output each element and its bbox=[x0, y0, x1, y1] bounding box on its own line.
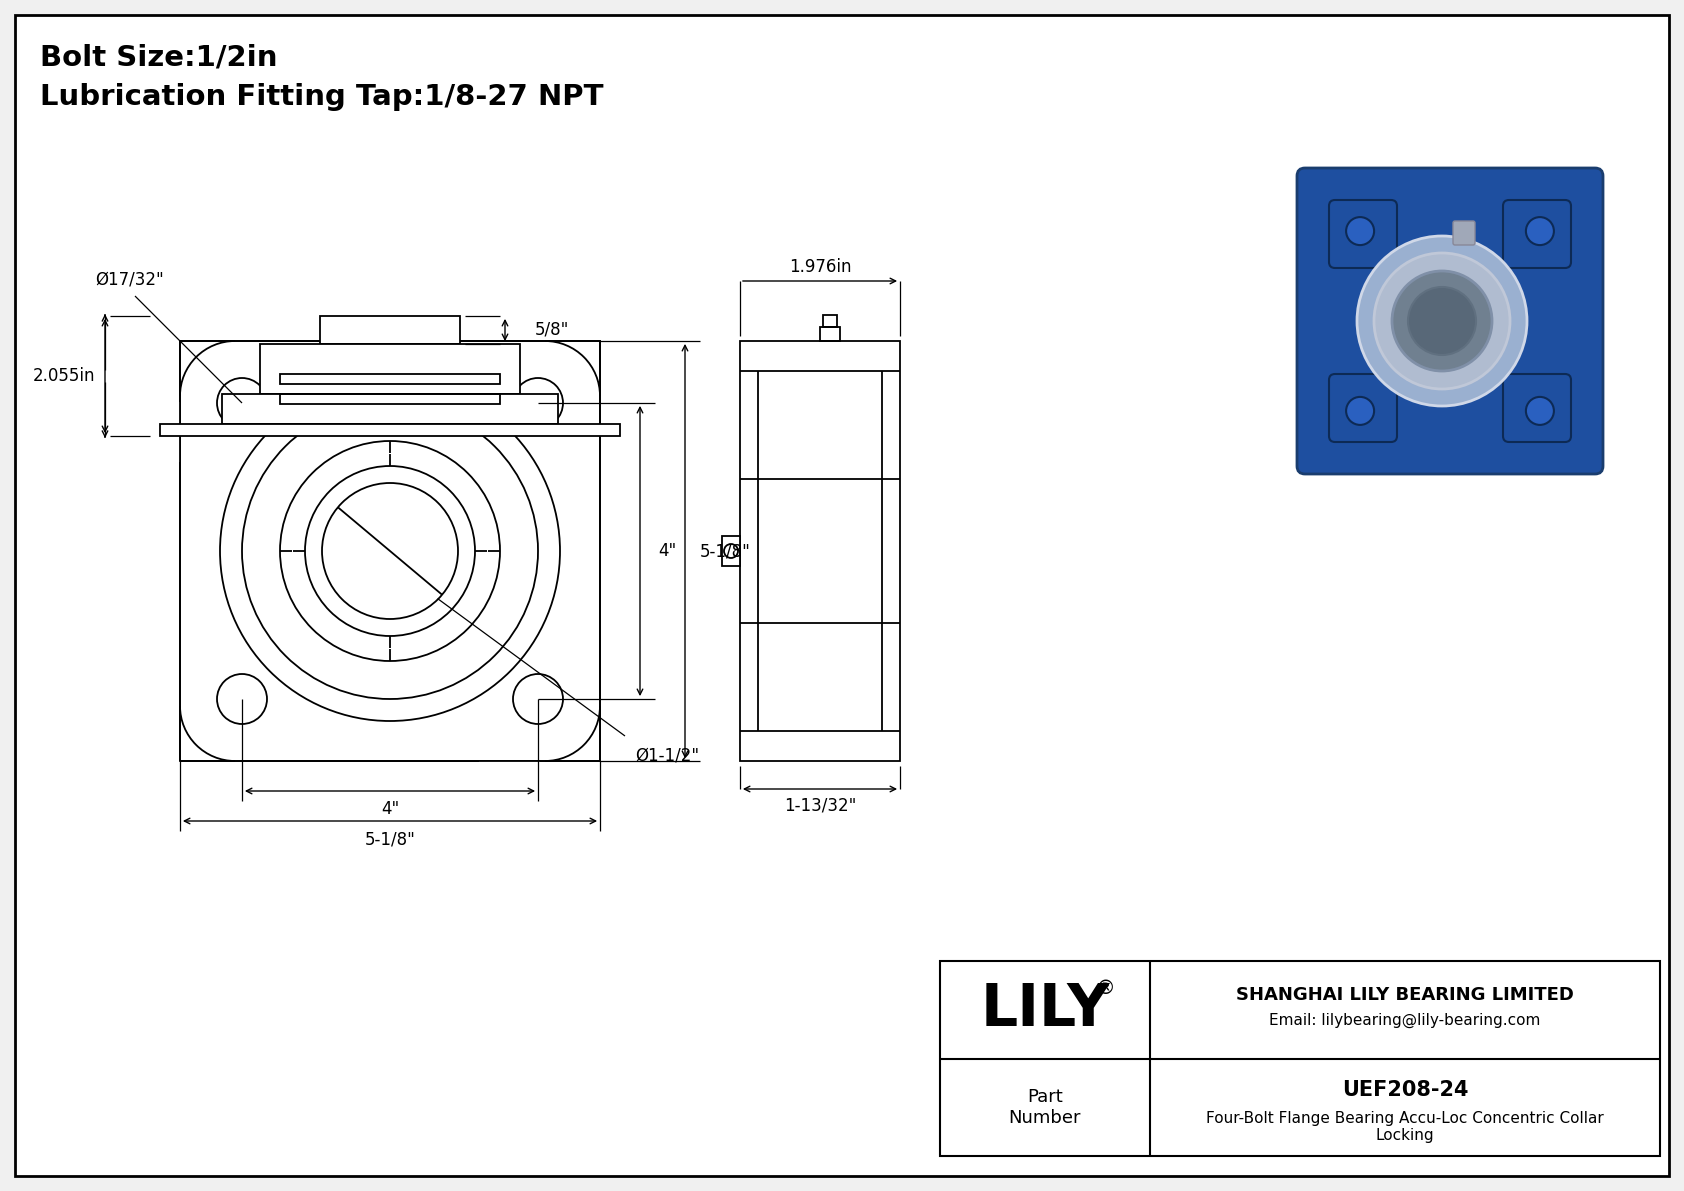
Circle shape bbox=[1526, 397, 1554, 425]
Text: 1.976in: 1.976in bbox=[788, 258, 850, 276]
Bar bbox=[320, 316, 460, 344]
Bar bbox=[478, 761, 539, 822]
Text: Lubrication Fitting Tap:1/8-27 NPT: Lubrication Fitting Tap:1/8-27 NPT bbox=[40, 83, 603, 111]
Bar bbox=[396, 367, 414, 381]
Text: Bolt Size:1/2in: Bolt Size:1/2in bbox=[40, 43, 278, 71]
Circle shape bbox=[1408, 287, 1475, 355]
Text: 5-1/8": 5-1/8" bbox=[364, 830, 416, 848]
Circle shape bbox=[221, 381, 561, 721]
Bar bbox=[259, 344, 520, 394]
Circle shape bbox=[1357, 236, 1527, 406]
Text: UEF208-24: UEF208-24 bbox=[1342, 1080, 1468, 1100]
Text: LILY: LILY bbox=[980, 981, 1110, 1039]
Circle shape bbox=[1526, 217, 1554, 245]
Bar bbox=[180, 341, 600, 761]
Text: 4": 4" bbox=[658, 542, 677, 560]
Circle shape bbox=[217, 674, 268, 724]
Text: Part
Number: Part Number bbox=[1009, 1089, 1081, 1127]
Bar bbox=[823, 314, 837, 328]
Bar bbox=[280, 374, 500, 384]
Text: 1-13/32": 1-13/32" bbox=[783, 796, 855, 813]
Text: 4": 4" bbox=[381, 800, 399, 818]
FancyBboxPatch shape bbox=[1329, 374, 1398, 442]
Circle shape bbox=[1374, 252, 1511, 389]
FancyBboxPatch shape bbox=[1297, 168, 1603, 474]
FancyBboxPatch shape bbox=[1453, 222, 1475, 245]
FancyBboxPatch shape bbox=[1329, 200, 1398, 268]
Circle shape bbox=[217, 378, 268, 428]
Text: Four-Bolt Flange Bearing Accu-Loc Concentric Collar
Locking: Four-Bolt Flange Bearing Accu-Loc Concen… bbox=[1206, 1111, 1603, 1143]
Bar bbox=[280, 394, 500, 404]
Text: 5/8": 5/8" bbox=[536, 322, 569, 339]
FancyBboxPatch shape bbox=[1504, 200, 1571, 268]
Bar bbox=[120, 401, 180, 462]
Circle shape bbox=[1346, 217, 1374, 245]
Text: SHANGHAI LILY BEARING LIMITED: SHANGHAI LILY BEARING LIMITED bbox=[1236, 986, 1575, 1004]
Text: 2.055in: 2.055in bbox=[32, 367, 94, 385]
Text: Ø17/32": Ø17/32" bbox=[94, 270, 163, 288]
Circle shape bbox=[1393, 272, 1492, 372]
Bar bbox=[478, 401, 539, 462]
Text: Ø1-1/2": Ø1-1/2" bbox=[635, 747, 699, 765]
Bar bbox=[397, 364, 413, 372]
Circle shape bbox=[514, 378, 562, 428]
Text: 5-1/8": 5-1/8" bbox=[701, 542, 751, 560]
Bar bbox=[120, 761, 180, 822]
Bar bbox=[820, 328, 840, 341]
FancyBboxPatch shape bbox=[1504, 374, 1571, 442]
Bar bbox=[222, 394, 557, 424]
Bar bbox=[940, 961, 1660, 1156]
Circle shape bbox=[514, 674, 562, 724]
Text: ®: ® bbox=[1095, 979, 1115, 998]
Bar bbox=[160, 424, 620, 436]
Bar bbox=[739, 341, 899, 761]
Bar bbox=[722, 536, 739, 566]
Bar bbox=[180, 341, 600, 761]
Circle shape bbox=[1346, 397, 1374, 425]
Text: Email: lilybearing@lily-bearing.com: Email: lilybearing@lily-bearing.com bbox=[1270, 1012, 1541, 1028]
